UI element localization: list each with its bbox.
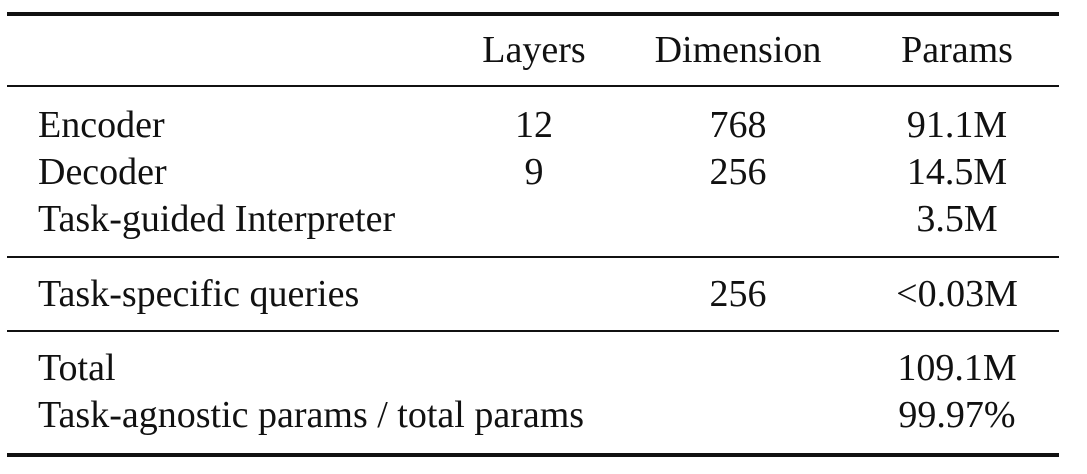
row-params: 3.5M xyxy=(916,198,998,240)
row-dimension: 768 xyxy=(709,104,767,146)
top-rule xyxy=(7,12,1059,16)
row-params: 109.1M xyxy=(897,347,1017,389)
row-name: Encoder xyxy=(38,104,165,146)
group-rule xyxy=(7,256,1059,258)
bottom-rule xyxy=(7,453,1059,457)
header-params: Params xyxy=(901,29,1013,71)
row-layers: 12 xyxy=(515,104,553,146)
row-name: Total xyxy=(38,347,116,389)
header-rule xyxy=(7,85,1059,87)
row-params: 99.97% xyxy=(898,394,1016,436)
row-layers: 9 xyxy=(524,151,544,193)
row-dimension: 256 xyxy=(709,151,767,193)
row-params: <0.03M xyxy=(896,273,1018,315)
header-dimension: Dimension xyxy=(654,29,822,71)
row-name: Task-guided Interpreter xyxy=(38,198,396,240)
row-params: 14.5M xyxy=(906,151,1008,193)
row-dimension: 256 xyxy=(709,273,767,315)
group-rule xyxy=(7,330,1059,332)
row-name: Decoder xyxy=(38,151,167,193)
row-params: 91.1M xyxy=(906,104,1008,146)
header-layers: Layers xyxy=(482,29,586,71)
row-name: Task-specific queries xyxy=(38,273,360,315)
row-name: Task-agnostic params / total params xyxy=(38,394,585,436)
